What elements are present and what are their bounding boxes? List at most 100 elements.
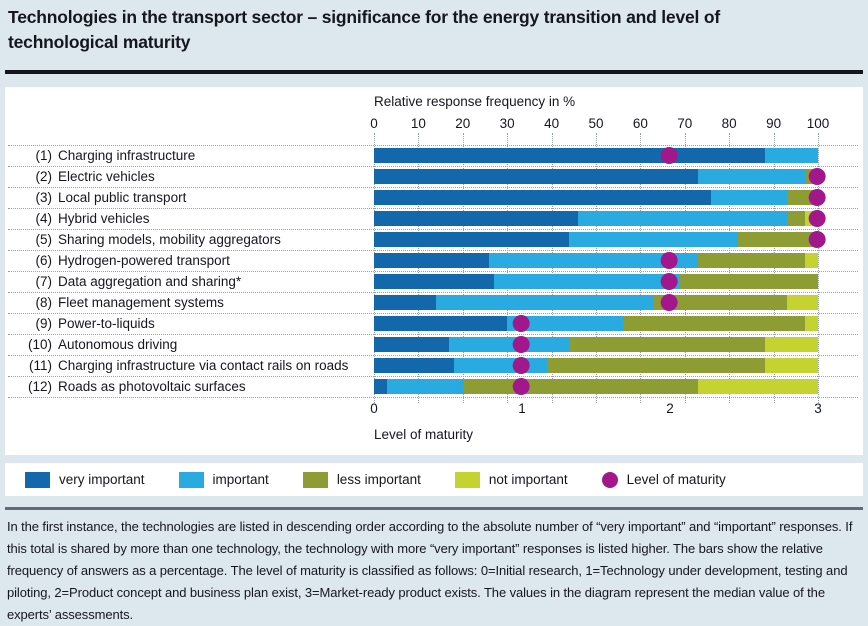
x-tick: 90 <box>766 116 782 131</box>
category-name: Hybrid vehicles <box>58 211 150 226</box>
legend-label: less important <box>336 472 421 487</box>
segment-less-important <box>622 316 805 331</box>
maturity-tick: 0 <box>370 401 378 416</box>
segment-important <box>436 295 654 310</box>
category-name: Data aggregation and sharing* <box>58 274 242 289</box>
maturity-tick: 2 <box>666 401 674 416</box>
category-name: Local public transport <box>58 190 187 205</box>
segment-important <box>489 253 699 268</box>
category-number: (12) <box>27 379 52 394</box>
segment-very-important <box>374 190 712 205</box>
bar-row <box>374 229 826 250</box>
category-label: (8) Fleet management systems <box>8 292 374 313</box>
stacked-bar <box>374 379 818 394</box>
stacked-bar <box>374 232 818 247</box>
segment-very-important <box>374 379 388 394</box>
segment-less-important <box>569 337 765 352</box>
segment-important <box>569 232 739 247</box>
maturity-dot <box>660 273 678 290</box>
category-label: (5) Sharing models, mobility aggregators <box>8 229 374 250</box>
category-number: (1) <box>35 148 53 163</box>
legend-label: not important <box>488 472 568 487</box>
x-tick: 60 <box>632 116 648 131</box>
title-divider-rule <box>5 70 863 74</box>
segment-important <box>764 148 818 163</box>
legend-swatch-icon <box>454 471 480 488</box>
stacked-bar <box>374 253 818 268</box>
stacked-bar <box>374 316 818 331</box>
category-number: (2) <box>35 169 53 184</box>
category-label: (7) Data aggregation and sharing* <box>8 271 374 292</box>
x-tick: 0 <box>370 116 378 131</box>
legend-label: very important <box>59 472 145 487</box>
category-label: (11) Charging infrastructure via contact … <box>8 355 374 376</box>
segment-less-important <box>653 295 787 310</box>
maturity-dot <box>660 252 678 269</box>
maturity-dot <box>660 147 678 164</box>
legend-item-very-important: very important <box>25 471 145 488</box>
category-label: (4) Hybrid vehicles <box>8 208 374 229</box>
category-label: (10) Autonomous driving <box>8 334 374 355</box>
segment-less-important <box>786 211 805 226</box>
segment-less-important <box>680 274 818 289</box>
segment-very-important <box>374 211 579 226</box>
segment-not-important <box>764 337 818 352</box>
stacked-bar <box>374 295 818 310</box>
bar-row <box>374 271 818 292</box>
bar-row <box>374 292 818 313</box>
legend-label: Level of maturity <box>626 472 726 487</box>
category-name: Sharing models, mobility aggregators <box>58 232 281 247</box>
maturity-dot <box>512 315 530 332</box>
maturity-dot <box>512 357 530 374</box>
maturity-dot <box>660 294 678 311</box>
bar-row <box>374 166 826 187</box>
category-label: (3) Local public transport <box>8 187 374 208</box>
maturity-dot <box>808 168 826 185</box>
stacked-bar <box>374 169 818 184</box>
legend-swatch-icon <box>25 471 50 488</box>
maturity-dot <box>512 336 530 353</box>
bar-row <box>374 145 818 166</box>
legend-divider-rule <box>5 507 863 510</box>
segment-very-important <box>374 337 450 352</box>
category-number: (9) <box>35 316 53 331</box>
segment-less-important <box>698 253 805 268</box>
segment-less-important <box>547 358 765 373</box>
x-tick: 20 <box>455 116 471 131</box>
stacked-bar <box>374 148 818 163</box>
category-number: (5) <box>35 232 53 247</box>
segment-not-important <box>804 253 818 268</box>
segment-important <box>698 169 805 184</box>
stacked-bar <box>374 337 818 352</box>
legend-item-less-important: less important <box>302 471 421 488</box>
segment-not-important <box>786 295 818 310</box>
segment-not-important <box>698 379 818 394</box>
segment-important <box>711 190 787 205</box>
category-name: Charging infrastructure <box>58 148 196 163</box>
maturity-dot <box>512 378 530 395</box>
x-tick: 10 <box>410 116 426 131</box>
maturity-dot <box>808 210 826 227</box>
category-name: Power-to-liquids <box>58 316 155 331</box>
x-tick: 80 <box>721 116 737 131</box>
category-number: (10) <box>27 337 52 352</box>
category-number: (6) <box>35 253 53 268</box>
x-tick: 70 <box>677 116 693 131</box>
category-label: (1) Charging infrastructure <box>8 145 374 166</box>
segment-important <box>453 358 548 373</box>
stacked-bar <box>374 274 818 289</box>
legend-dot-icon <box>601 471 618 488</box>
maturity-axis-label: Level of maturity <box>374 427 474 442</box>
maturity-dot <box>808 189 826 206</box>
segment-important <box>493 274 681 289</box>
segment-very-important <box>374 253 490 268</box>
category-label: (12) Roads as photovoltaic surfaces <box>8 376 374 397</box>
category-number: (3) <box>35 190 53 205</box>
category-name: Hydrogen-powered transport <box>58 253 230 268</box>
segment-important <box>507 316 623 331</box>
gridline-horizontal <box>8 397 858 398</box>
segment-very-important <box>374 316 508 331</box>
category-label: (9) Power-to-liquids <box>8 313 374 334</box>
legend: very important important less important not… <box>5 463 863 496</box>
